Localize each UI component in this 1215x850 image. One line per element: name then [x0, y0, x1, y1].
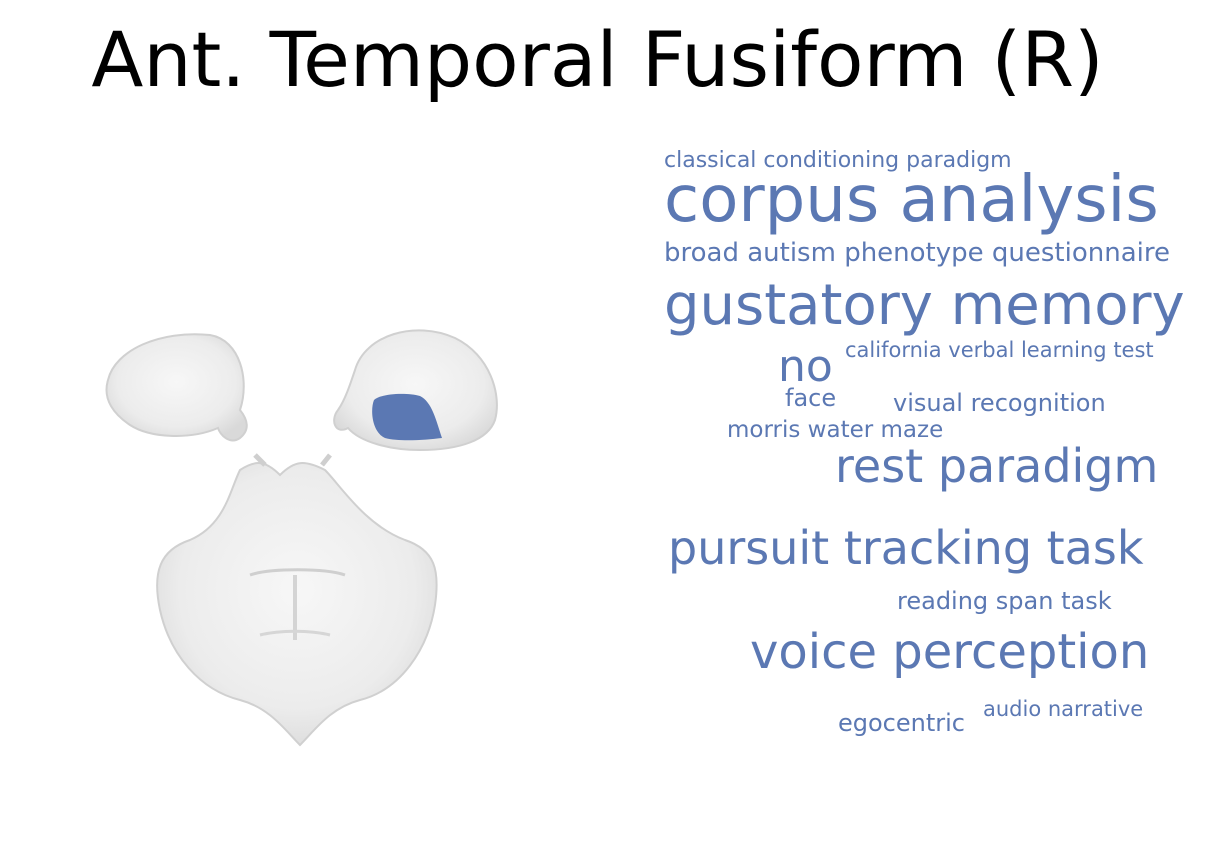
- word-cloud-term: reading span task: [897, 587, 1112, 615]
- word-cloud-term: gustatory memory: [664, 273, 1185, 338]
- word-cloud-term: face: [785, 384, 837, 412]
- word-cloud-term: morris water maze: [727, 417, 944, 443]
- word-cloud-term: pursuit tracking task: [668, 521, 1144, 575]
- word-cloud-term: visual recognition: [893, 389, 1106, 417]
- left-temporal-lobe: [105, 333, 248, 442]
- highlighted-region: [372, 393, 442, 441]
- word-cloud-term: egocentric: [838, 709, 965, 737]
- word-cloud-term: audio narrative: [983, 697, 1144, 721]
- word-cloud-term: classical conditioning paradigm: [664, 148, 1012, 173]
- word-cloud-term: corpus analysis: [664, 163, 1159, 237]
- brain-slice-image: [90, 310, 510, 750]
- word-cloud-term: no: [778, 341, 833, 392]
- page-title: Ant. Temporal Fusiform (R): [91, 15, 1104, 104]
- word-cloud-term: rest paradigm: [835, 439, 1159, 493]
- word-cloud-term: california verbal learning test: [845, 338, 1154, 362]
- word-cloud-term: broad autism phenotype questionnaire: [664, 238, 1170, 268]
- word-cloud-term: voice perception: [750, 624, 1150, 680]
